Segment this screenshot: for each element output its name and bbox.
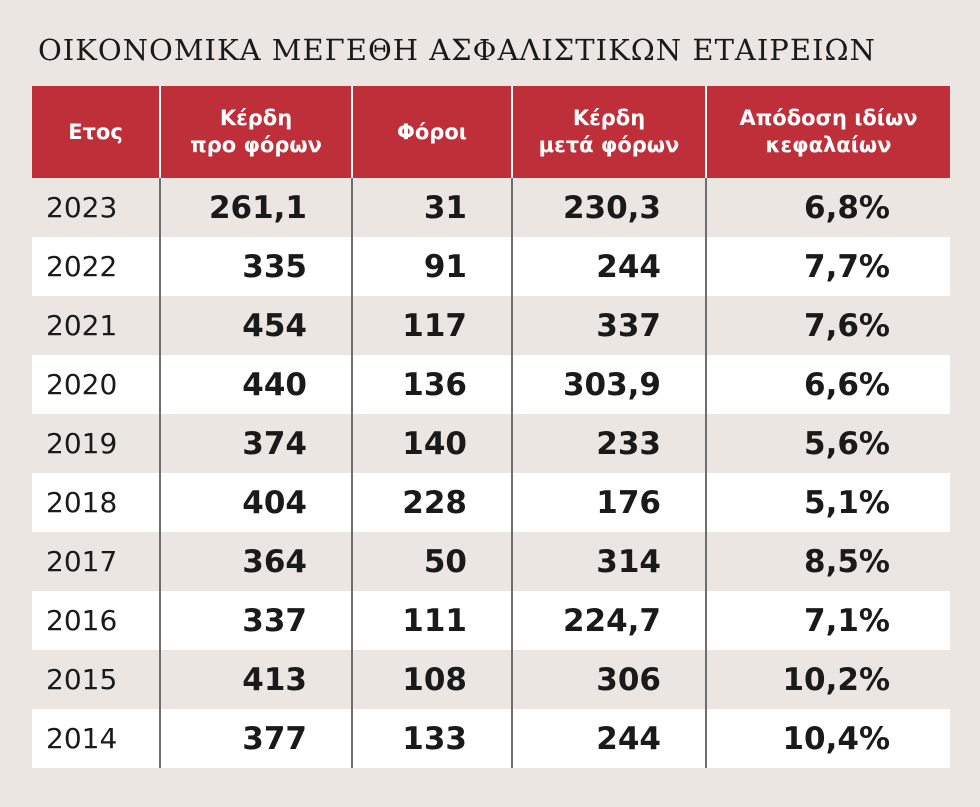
table-row: 2017 364 50 314 8,5% xyxy=(32,532,950,591)
column-header-taxes: Φόροι xyxy=(351,86,512,178)
cell-pretax-profit: 335 xyxy=(159,237,352,296)
cell-year: 2022 xyxy=(32,237,160,296)
cell-roe: 7,1% xyxy=(705,591,950,650)
cell-roe: 10,2% xyxy=(705,650,950,709)
data-table-container: Ετος Κέρδη προ φόρων Φόροι Κέρδη μετά φόρων Απ… xyxy=(32,86,950,768)
cell-pretax-profit: 413 xyxy=(159,650,352,709)
cell-roe: 5,6% xyxy=(705,414,950,473)
cell-roe: 7,6% xyxy=(705,296,950,355)
cell-pretax-profit: 377 xyxy=(159,709,352,768)
cell-aftertax-profit: 224,7 xyxy=(511,591,706,650)
cell-pretax-profit: 261,1 xyxy=(159,178,352,237)
table-row: 2016 337 111 224,7 7,1% xyxy=(32,591,950,650)
cell-pretax-profit: 374 xyxy=(159,414,352,473)
column-header-line: Κέρδη xyxy=(572,106,646,130)
cell-taxes: 136 xyxy=(351,355,512,414)
table-body: 2023 261,1 31 230,3 6,8% 2022 335 91 244 7,7% 2021… xyxy=(32,178,950,768)
cell-taxes: 140 xyxy=(351,414,512,473)
cell-aftertax-profit: 244 xyxy=(511,237,706,296)
table-row: 2020 440 136 303,9 6,6% xyxy=(32,355,950,414)
cell-year: 2020 xyxy=(32,355,160,414)
cell-pretax-profit: 364 xyxy=(159,532,352,591)
column-header-line: Ετος xyxy=(68,119,123,144)
table-header: Ετος Κέρδη προ φόρων Φόροι Κέρδη μετά φόρων Απ… xyxy=(32,86,950,178)
column-header-line: Φόροι xyxy=(397,119,467,144)
cell-taxes: 50 xyxy=(351,532,512,591)
cell-taxes: 117 xyxy=(351,296,512,355)
column-header-pretax-profit: Κέρδη προ φόρων xyxy=(159,86,352,178)
cell-year: 2014 xyxy=(32,709,160,768)
cell-roe: 7,7% xyxy=(705,237,950,296)
table-row: 2021 454 117 337 7,6% xyxy=(32,296,950,355)
table-row: 2015 413 108 306 10,2% xyxy=(32,650,950,709)
table-row: 2018 404 228 176 5,1% xyxy=(32,473,950,532)
cell-pretax-profit: 404 xyxy=(159,473,352,532)
table-row: 2023 261,1 31 230,3 6,8% xyxy=(32,178,950,237)
cell-aftertax-profit: 337 xyxy=(511,296,706,355)
cell-taxes: 91 xyxy=(351,237,512,296)
cell-taxes: 111 xyxy=(351,591,512,650)
page-title: ΟΙΚΟΝΟΜΙΚΑ ΜΕΓΕΘΗ ΑΣΦΑΛΙΣΤΙΚΩΝ ΕΤΑΙΡΕΙΩΝ xyxy=(38,33,876,67)
table-row: 2019 374 140 233 5,6% xyxy=(32,414,950,473)
table-row: 2014 377 133 244 10,4% xyxy=(32,709,950,768)
cell-year: 2015 xyxy=(46,663,118,696)
cell-roe: 6,8% xyxy=(705,178,950,237)
cell-year: 2018 xyxy=(32,473,160,532)
cell-year: 2016 xyxy=(32,591,160,650)
insurance-financials-table: Ετος Κέρδη προ φόρων Φόροι Κέρδη μετά φόρων Απ… xyxy=(32,86,950,768)
cell-aftertax-profit: 303,9 xyxy=(511,355,706,414)
cell-year: 2021 xyxy=(46,309,118,342)
cell-roe: 6,6% xyxy=(705,355,950,414)
cell-pretax-profit: 440 xyxy=(159,355,352,414)
cell-taxes: 133 xyxy=(351,709,512,768)
column-header-aftertax-profit: Κέρδη μετά φόρων xyxy=(511,86,706,178)
column-header-line: Απόδοση ιδίων xyxy=(739,106,918,130)
cell-aftertax-profit: 244 xyxy=(511,709,706,768)
cell-pretax-profit: 337 xyxy=(159,591,352,650)
cell-pretax-profit: 454 xyxy=(159,296,352,355)
cell-taxes: 31 xyxy=(351,178,512,237)
cell-aftertax-profit: 306 xyxy=(511,650,706,709)
table-row: 2022 335 91 244 7,7% xyxy=(32,237,950,296)
cell-taxes: 108 xyxy=(351,650,512,709)
column-header-roe: Απόδοση ιδίων κεφαλαίων xyxy=(705,86,950,178)
column-header-line: κεφαλαίων xyxy=(765,133,892,157)
column-header-year: Ετος xyxy=(32,86,160,178)
header-row: Ετος Κέρδη προ φόρων Φόροι Κέρδη μετά φόρων Απ… xyxy=(32,86,950,178)
cell-year: 2017 xyxy=(46,545,118,578)
cell-year: 2023 xyxy=(46,191,118,224)
cell-roe: 5,1% xyxy=(705,473,950,532)
cell-aftertax-profit: 230,3 xyxy=(511,178,706,237)
cell-roe: 8,5% xyxy=(705,532,950,591)
cell-year: 2019 xyxy=(46,427,118,460)
cell-aftertax-profit: 176 xyxy=(511,473,706,532)
cell-aftertax-profit: 233 xyxy=(511,414,706,473)
cell-roe: 10,4% xyxy=(705,709,950,768)
column-header-line: Κέρδη xyxy=(219,106,293,130)
column-header-line: προ φόρων xyxy=(190,133,322,157)
cell-aftertax-profit: 314 xyxy=(511,532,706,591)
column-header-line: μετά φόρων xyxy=(538,133,680,157)
cell-taxes: 228 xyxy=(351,473,512,532)
